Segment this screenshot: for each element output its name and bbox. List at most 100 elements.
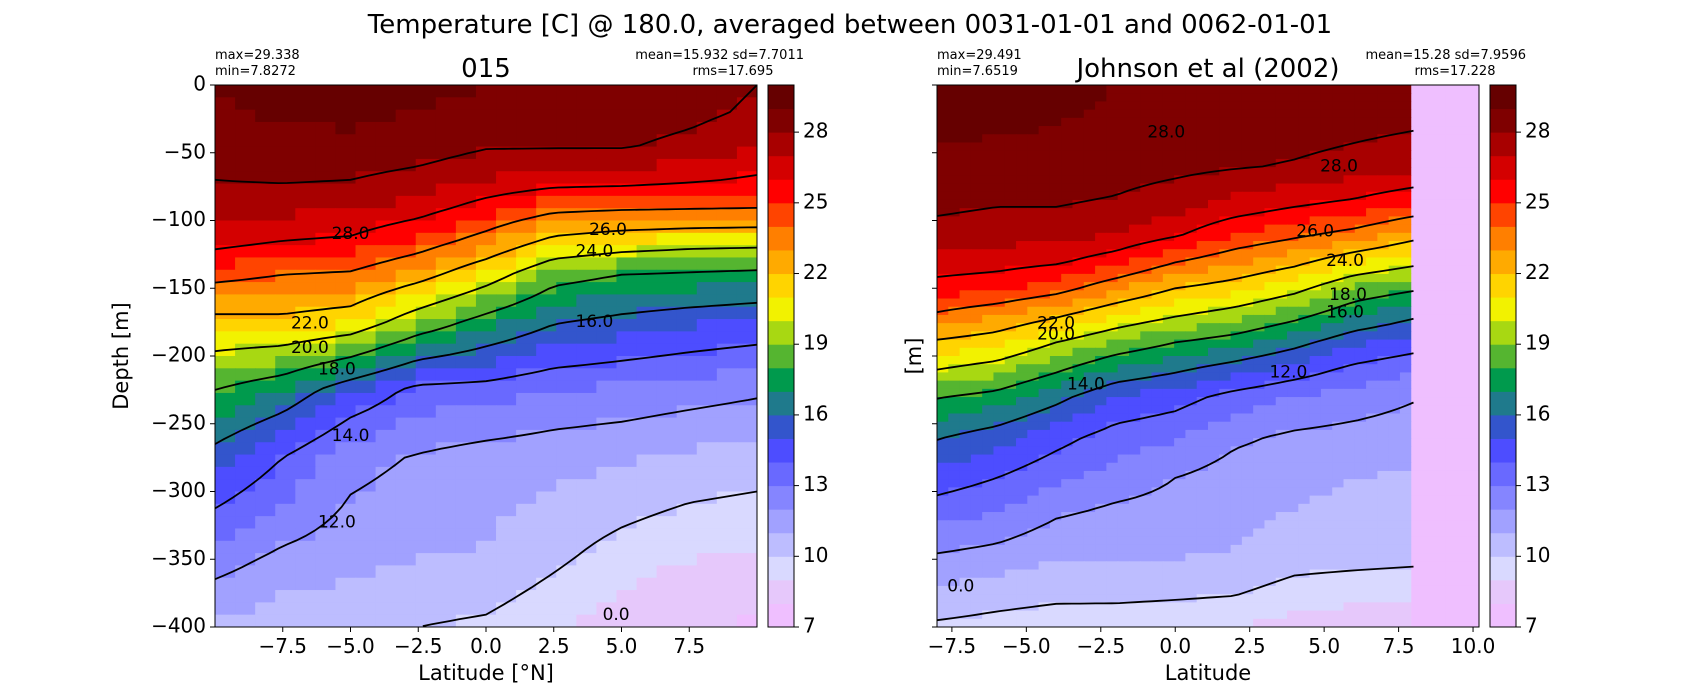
heatmap-cell <box>993 585 1006 595</box>
heatmap-cell <box>435 158 457 172</box>
heatmap-cell <box>1016 150 1028 160</box>
heatmap-cell <box>536 134 557 148</box>
heatmap-cell <box>395 454 417 468</box>
heatmap-cell <box>1117 208 1130 217</box>
heatmap-cell <box>455 491 477 505</box>
heatmap-cell <box>970 191 983 201</box>
heatmap-cell <box>636 319 658 332</box>
heatmap-cell <box>1027 536 1040 546</box>
heatmap-cell <box>1320 224 1333 234</box>
heatmap-cell <box>1140 356 1153 365</box>
heatmap-cell <box>235 208 256 222</box>
heatmap-cell <box>1072 117 1085 127</box>
heatmap-cell <box>1422 232 1435 242</box>
heatmap-cell <box>1298 438 1311 447</box>
heatmap-cell <box>1016 134 1028 144</box>
heatmap-cell <box>1456 282 1469 291</box>
x-axis-label: Latitude <box>1165 661 1251 685</box>
heatmap-cell <box>636 614 658 627</box>
heatmap-cell <box>1433 249 1446 259</box>
heatmap-cell <box>1264 594 1277 603</box>
heatmap-cell <box>516 392 537 406</box>
heatmap-cell <box>1411 323 1424 332</box>
heatmap-cell <box>676 294 698 308</box>
heatmap-cell <box>1162 364 1175 374</box>
heatmap-cell <box>1399 93 1412 103</box>
colorbar-bin <box>768 509 794 534</box>
heatmap-cell <box>1072 273 1085 283</box>
heatmap-cell <box>1140 397 1153 406</box>
heatmap-cell <box>993 495 1006 505</box>
heatmap-cell <box>335 306 357 320</box>
heatmap-cell <box>1343 134 1356 144</box>
heatmap-cell <box>1456 85 1469 94</box>
x-axis-label: Latitude [°N] <box>418 661 554 685</box>
heatmap-cell <box>395 171 417 185</box>
contour-line <box>937 401 1414 555</box>
heatmap-cell <box>656 614 678 627</box>
heatmap-cell <box>1275 388 1288 398</box>
heatmap-cell <box>696 245 718 259</box>
heatmap-cell <box>1343 208 1356 217</box>
heatmap-cell <box>1140 273 1153 283</box>
heatmap-cell <box>1174 462 1187 472</box>
heatmap-cell <box>1117 273 1130 283</box>
heatmap-cell <box>415 590 437 603</box>
heatmap-cell <box>576 294 597 308</box>
heatmap-cell <box>1230 536 1243 546</box>
heatmap-cell <box>1128 265 1141 275</box>
heatmap-cell <box>1467 298 1479 308</box>
heatmap-cell <box>576 602 597 616</box>
heatmap-cell <box>1230 528 1243 538</box>
heatmap-cell <box>1027 553 1040 562</box>
heatmap-cell <box>1399 356 1412 365</box>
heatmap-cell <box>375 356 397 369</box>
heatmap-cell <box>1332 273 1345 283</box>
heatmap-cell <box>1061 585 1074 595</box>
heatmap-cell <box>315 577 337 591</box>
heatmap-cell <box>716 306 738 320</box>
heatmap-cell <box>970 150 983 160</box>
heatmap-cell <box>1411 183 1424 193</box>
heatmap-cell <box>275 245 296 259</box>
heatmap-cell <box>1366 372 1378 382</box>
heatmap-cell <box>993 142 1006 152</box>
heatmap-cell <box>1456 134 1469 144</box>
heatmap-cell <box>1399 397 1412 406</box>
heatmap-cell <box>1095 462 1107 472</box>
heatmap-cell <box>696 454 718 468</box>
heatmap-cell <box>576 121 597 135</box>
heatmap-cell <box>1038 158 1051 168</box>
heatmap-cell <box>1354 454 1367 464</box>
heatmap-cell <box>516 331 537 345</box>
heatmap-cell <box>1456 479 1469 488</box>
heatmap-cell <box>1332 429 1345 439</box>
heatmap-cell <box>556 257 577 271</box>
heatmap-cell <box>948 397 961 406</box>
colorbar-bin <box>768 226 794 251</box>
heatmap-cell <box>937 183 949 193</box>
heatmap-cell <box>415 479 437 493</box>
heatmap-cell <box>1275 569 1288 579</box>
heatmap-cell <box>1354 331 1367 341</box>
heatmap-cell <box>1140 167 1153 176</box>
heatmap-cell <box>1309 397 1322 406</box>
heatmap-cell <box>1027 175 1040 185</box>
heatmap-cell <box>1241 314 1254 324</box>
heatmap-cell <box>496 331 517 345</box>
heatmap-cell <box>556 294 577 308</box>
heatmap-cell <box>315 282 337 296</box>
heatmap-cell <box>435 269 457 283</box>
heatmap-cell <box>596 380 618 394</box>
heatmap-cell <box>1106 208 1119 217</box>
heatmap-cell <box>275 466 296 480</box>
heatmap-cell <box>993 512 1006 521</box>
heatmap-cell <box>1388 134 1401 144</box>
heatmap-cell <box>496 171 517 185</box>
heatmap-cell <box>1027 306 1040 316</box>
heatmap-cell <box>1422 323 1435 332</box>
heatmap-cell <box>736 577 757 591</box>
heatmap-cell <box>1049 331 1062 341</box>
heatmap-cell <box>1320 150 1333 160</box>
heatmap-cell <box>1445 224 1458 234</box>
